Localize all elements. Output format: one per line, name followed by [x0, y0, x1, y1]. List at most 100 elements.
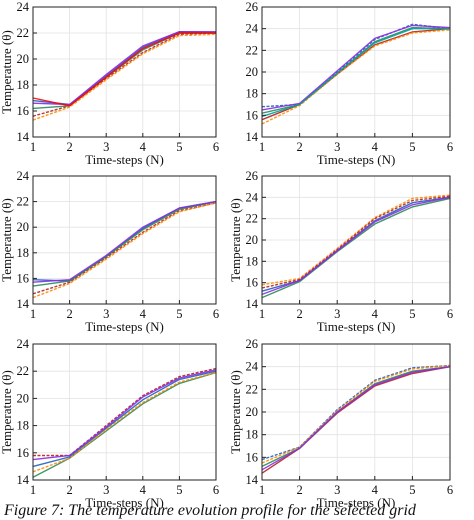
series-line: [261, 29, 451, 125]
y-tick-label: 18: [17, 78, 30, 92]
y-tick-label: 20: [246, 233, 259, 247]
x-tick-label: 1: [259, 483, 265, 497]
y-tick-label: 16: [246, 276, 259, 290]
y-tick-label: 26: [246, 337, 259, 351]
y-tick-label: 18: [17, 246, 30, 260]
series-line: [32, 200, 217, 283]
y-tick-label: 14: [246, 297, 259, 311]
y-tick-label: 16: [17, 271, 30, 285]
x-axis-label: Time-steps (N): [317, 495, 396, 510]
y-axis-label: Temperature (θ): [0, 198, 14, 282]
x-tick-label: 5: [176, 140, 182, 154]
y-tick-label: 14: [17, 297, 30, 311]
x-axis-label: Time-steps (N): [85, 319, 164, 334]
y-tick-label: 20: [17, 391, 30, 405]
series-line: [261, 196, 451, 296]
y-tick-label: 16: [246, 108, 259, 122]
series-line: [32, 370, 217, 468]
x-tick-label: 1: [30, 140, 36, 154]
y-tick-label: 16: [17, 104, 30, 118]
x-tick-label: 6: [447, 307, 453, 321]
series-line: [32, 32, 216, 107]
y-tick-label: 24: [246, 22, 259, 36]
series-line: [32, 200, 217, 287]
x-tick-label: 2: [296, 483, 302, 497]
series-line: [261, 24, 451, 111]
y-tick-label: 22: [246, 212, 259, 226]
series-line: [32, 369, 217, 461]
y-tick-label: 14: [246, 130, 259, 144]
x-tick-label: 1: [30, 307, 36, 321]
x-tick-label: 2: [66, 140, 72, 154]
x-tick-label: 6: [213, 483, 219, 497]
y-axis-label: Temperature (θ): [228, 370, 243, 454]
x-tick-label: 1: [30, 483, 36, 497]
x-tick-label: 5: [409, 307, 415, 321]
x-tick-label: 4: [372, 140, 379, 154]
x-tick-label: 5: [409, 483, 415, 497]
x-tick-label: 4: [140, 140, 147, 154]
x-tick-label: 3: [334, 140, 340, 154]
y-tick-label: 26: [246, 169, 259, 183]
y-tick-label: 20: [17, 220, 30, 234]
y-tick-label: 16: [17, 446, 30, 460]
y-tick-label: 16: [246, 450, 259, 464]
y-axis-label: Temperature (θ): [0, 370, 14, 454]
x-tick-label: 1: [259, 140, 265, 154]
x-tick-label: 6: [447, 140, 453, 154]
chart-panel-bottom-right: 1 2 3 4 5 6 14 16 18 20 22 24 26 Time-steps (N) Temper…: [228, 337, 453, 510]
x-tick-label: 5: [176, 307, 182, 321]
y-tick-label: 14: [17, 473, 30, 487]
caption-text: The temperature evolution profile for th…: [68, 502, 416, 519]
y-tick-label: 20: [17, 52, 30, 66]
axes-frame: [32, 343, 217, 481]
x-tick-label: 1: [259, 307, 265, 321]
caption-label: Figure 7:: [4, 502, 65, 519]
y-tick-label: 18: [246, 87, 259, 101]
y-axis-label: Temperature (θ): [228, 198, 243, 282]
y-tick-label: 20: [246, 65, 259, 79]
chart-panel-middle-left: 1 2 3 4 5 6 14 16 18 20 22 24 Time-steps (N) Temperat…: [0, 169, 219, 334]
y-tick-label: 20: [246, 405, 259, 419]
chart-panel-top-left: 1 2 3 4 5 6 14 16 18 20 22 24 Time-steps (N) Temperat…: [0, 0, 219, 167]
y-tick-label: 24: [17, 337, 30, 351]
y-tick-label: 22: [246, 43, 259, 57]
x-tick-label: 5: [409, 140, 415, 154]
series-line: [32, 202, 217, 295]
x-tick-label: 3: [334, 483, 340, 497]
y-tick-label: 18: [246, 254, 259, 268]
x-axis-label: Time-steps (N): [85, 152, 164, 167]
x-tick-label: 4: [140, 483, 147, 497]
x-tick-label: 3: [103, 307, 109, 321]
x-tick-label: 3: [103, 483, 109, 497]
x-tick-label: 6: [213, 140, 219, 154]
series-line: [32, 202, 217, 299]
y-tick-label: 22: [17, 195, 30, 209]
axes-frame: [32, 6, 217, 138]
y-tick-label: 18: [246, 428, 259, 442]
x-tick-label: 6: [213, 307, 219, 321]
y-tick-label: 24: [17, 0, 30, 14]
series-line: [32, 371, 217, 473]
y-tick-label: 22: [17, 364, 30, 378]
series-line: [261, 28, 450, 118]
series-line: [261, 195, 451, 289]
y-tick-label: 14: [17, 130, 30, 144]
y-tick-label: 14: [246, 473, 259, 487]
series-line: [32, 32, 217, 117]
chart-panel-bottom-left: 1 2 3 4 5 6 14 16 18 20 22 24 Time-steps (N) Temperat…: [0, 337, 219, 510]
y-tick-label: 26: [246, 0, 259, 14]
y-axis-label: Temperature (θ): [0, 30, 14, 114]
chart-panel-top-right: 1 2 3 4 5 6 14 16 18 20 22 24 26 Time-steps (N): [246, 0, 454, 167]
x-axis-label: Time-steps (N): [317, 319, 396, 334]
y-tick-label: 18: [17, 419, 30, 433]
x-tick-label: 4: [372, 307, 379, 321]
plot-area: [33, 176, 216, 304]
x-tick-label: 3: [103, 140, 109, 154]
y-tick-label: 24: [246, 190, 259, 204]
y-tick-label: 22: [17, 26, 30, 40]
x-tick-label: 4: [372, 483, 379, 497]
y-tick-label: 24: [17, 169, 30, 183]
x-tick-label: 6: [447, 483, 453, 497]
